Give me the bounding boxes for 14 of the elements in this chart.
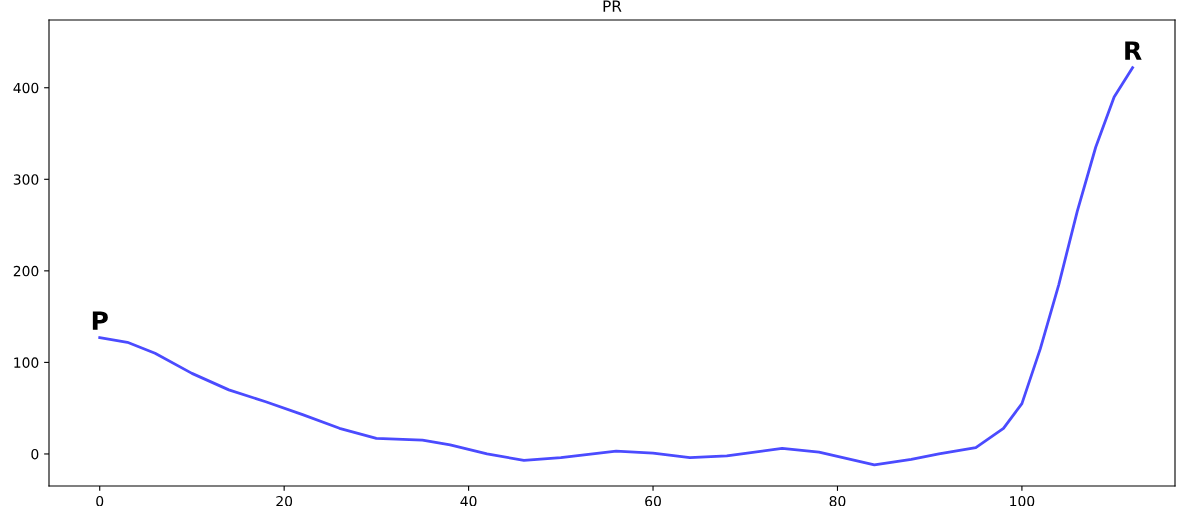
x-tick-label: 40 xyxy=(460,495,477,506)
y-tick-label: 400 xyxy=(13,82,39,94)
x-tick-label: 80 xyxy=(829,495,846,506)
x-tick-label: 0 xyxy=(96,495,104,506)
y-tick-label: 100 xyxy=(14,357,39,368)
x-tick-label: 20 xyxy=(276,495,293,506)
x-tick-label: 100 xyxy=(1010,495,1035,506)
y-tick-label: 200 xyxy=(13,265,39,277)
x-tick-label: 60 xyxy=(645,495,661,506)
annotation: P xyxy=(92,311,108,330)
y-tick-label: 0 xyxy=(31,448,39,460)
y-tick-label: 300 xyxy=(13,174,39,185)
annotation: R xyxy=(1125,41,1142,60)
chart-title: PR xyxy=(603,0,622,12)
